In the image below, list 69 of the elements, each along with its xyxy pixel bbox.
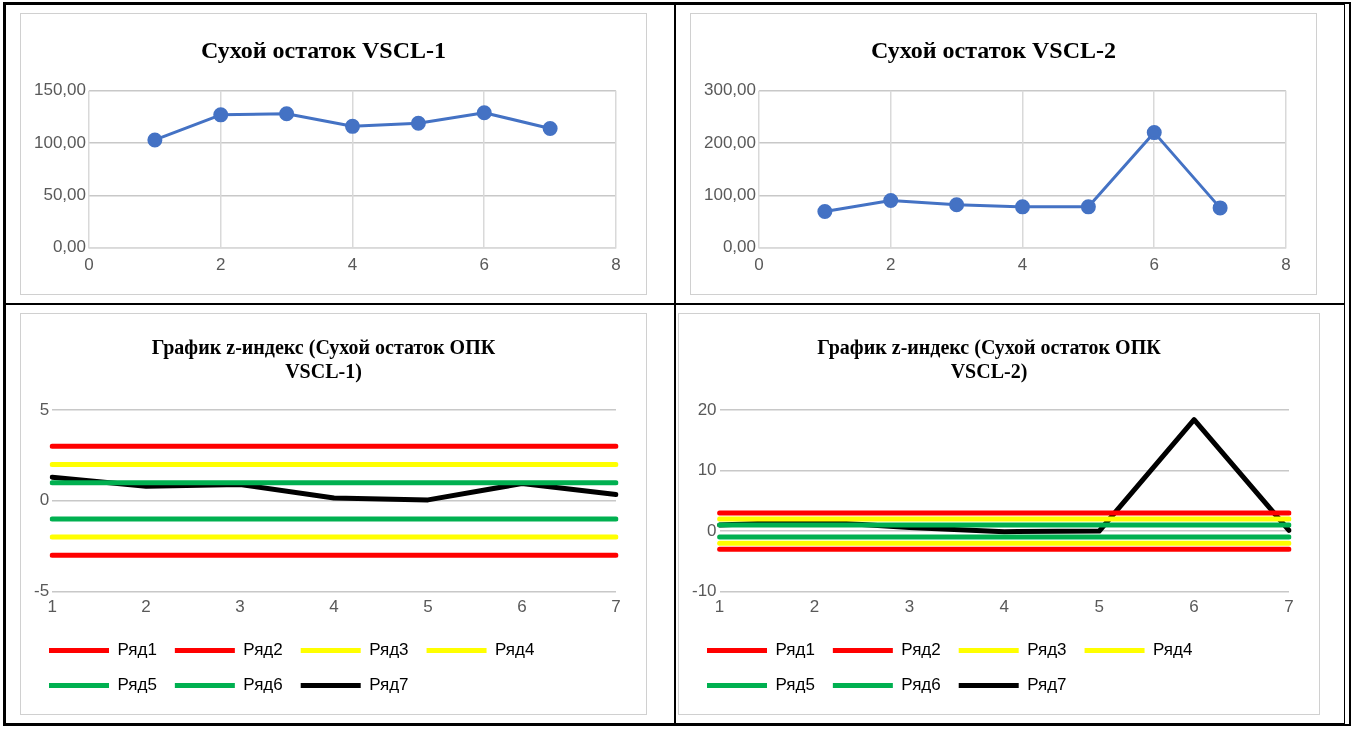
x-tick-label: 6 <box>1189 597 1199 617</box>
chart-title: График z-индекс (Сухой остаток ОПК VSCL-2) <box>817 336 1162 384</box>
legend-label: Ряд1 <box>775 640 815 660</box>
y-tick-label: 100,00 <box>34 132 86 152</box>
point <box>147 132 163 148</box>
point <box>1080 199 1096 215</box>
chart-title: Сухой остаток VSCL-1 <box>200 36 447 63</box>
x-tick-label: 1 <box>714 597 725 617</box>
x-tick-label: 6 <box>1149 255 1159 275</box>
legend-label: Ряд5 <box>117 675 157 695</box>
x-tick-label: 7 <box>611 597 621 617</box>
legend-label: Ряд2 <box>243 640 283 660</box>
x-tick-label: 2 <box>886 255 896 275</box>
x-tick-label: 4 <box>329 597 339 617</box>
legend-label: Ряд4 <box>1153 640 1193 660</box>
x-tick-label: 5 <box>1094 597 1104 617</box>
point <box>213 107 229 123</box>
chart-title: График z-индекс (Сухой остаток ОПК VSCL-1) <box>151 336 496 384</box>
point <box>949 197 965 213</box>
y-tick-label: 200,00 <box>704 132 756 152</box>
legend-label: Ряд4 <box>495 640 535 660</box>
x-tick-label: 8 <box>1281 255 1291 275</box>
x-tick-label: 4 <box>999 597 1010 617</box>
legend-label: Ряд5 <box>775 675 815 695</box>
point <box>345 118 360 134</box>
chart-title: Сухой остаток VSCL-2 <box>870 36 1117 63</box>
y-tick-label: -10 <box>691 581 717 601</box>
y-tick-label: 0 <box>39 490 50 510</box>
x-tick-label: 7 <box>1284 597 1294 617</box>
point <box>817 204 833 220</box>
y-tick-label: -5 <box>33 581 50 601</box>
y-tick-label: 0,00 <box>52 237 86 257</box>
y-tick-label: 300,00 <box>704 80 756 100</box>
point <box>542 120 558 136</box>
y-tick-label: 5 <box>39 399 50 419</box>
x-tick-label: 2 <box>141 597 151 617</box>
legend-label: Ряд6 <box>243 675 283 695</box>
y-tick-label: 50,00 <box>43 185 86 205</box>
x-tick-label: 2 <box>809 597 820 617</box>
legend-label: Ряд7 <box>1027 675 1067 695</box>
legend-label: Ряд6 <box>901 675 941 695</box>
y-tick-label: 100,00 <box>704 185 756 205</box>
y-tick-label: 0 <box>707 520 717 540</box>
point <box>476 105 492 121</box>
point <box>883 193 899 209</box>
x-tick-label: 5 <box>423 597 433 617</box>
point <box>1146 125 1162 141</box>
legend-label: Ряд3 <box>1027 640 1067 660</box>
y-tick-label: 10 <box>697 460 717 480</box>
x-tick-label: 2 <box>216 255 226 275</box>
point <box>1015 199 1030 215</box>
x-tick-label: 3 <box>904 597 915 617</box>
point <box>279 106 295 122</box>
x-tick-label: 6 <box>517 597 527 617</box>
y-tick-label: 150,00 <box>34 80 86 100</box>
legend-label: Ряд7 <box>369 675 409 695</box>
x-tick-label: 3 <box>235 597 245 617</box>
point <box>1212 200 1228 216</box>
x-tick-label: 6 <box>479 255 489 275</box>
x-tick-label: 8 <box>611 255 621 275</box>
legend-label: Ряд1 <box>117 640 157 660</box>
y-tick-label: 20 <box>697 399 717 419</box>
x-tick-label: 4 <box>1017 255 1028 275</box>
legend-label: Ряд3 <box>369 640 409 660</box>
y-tick-label: 0,00 <box>722 237 756 257</box>
x-tick-label: 4 <box>347 255 358 275</box>
point <box>410 115 426 131</box>
legend-label: Ряд2 <box>901 640 941 660</box>
x-tick-label: 1 <box>47 597 57 617</box>
